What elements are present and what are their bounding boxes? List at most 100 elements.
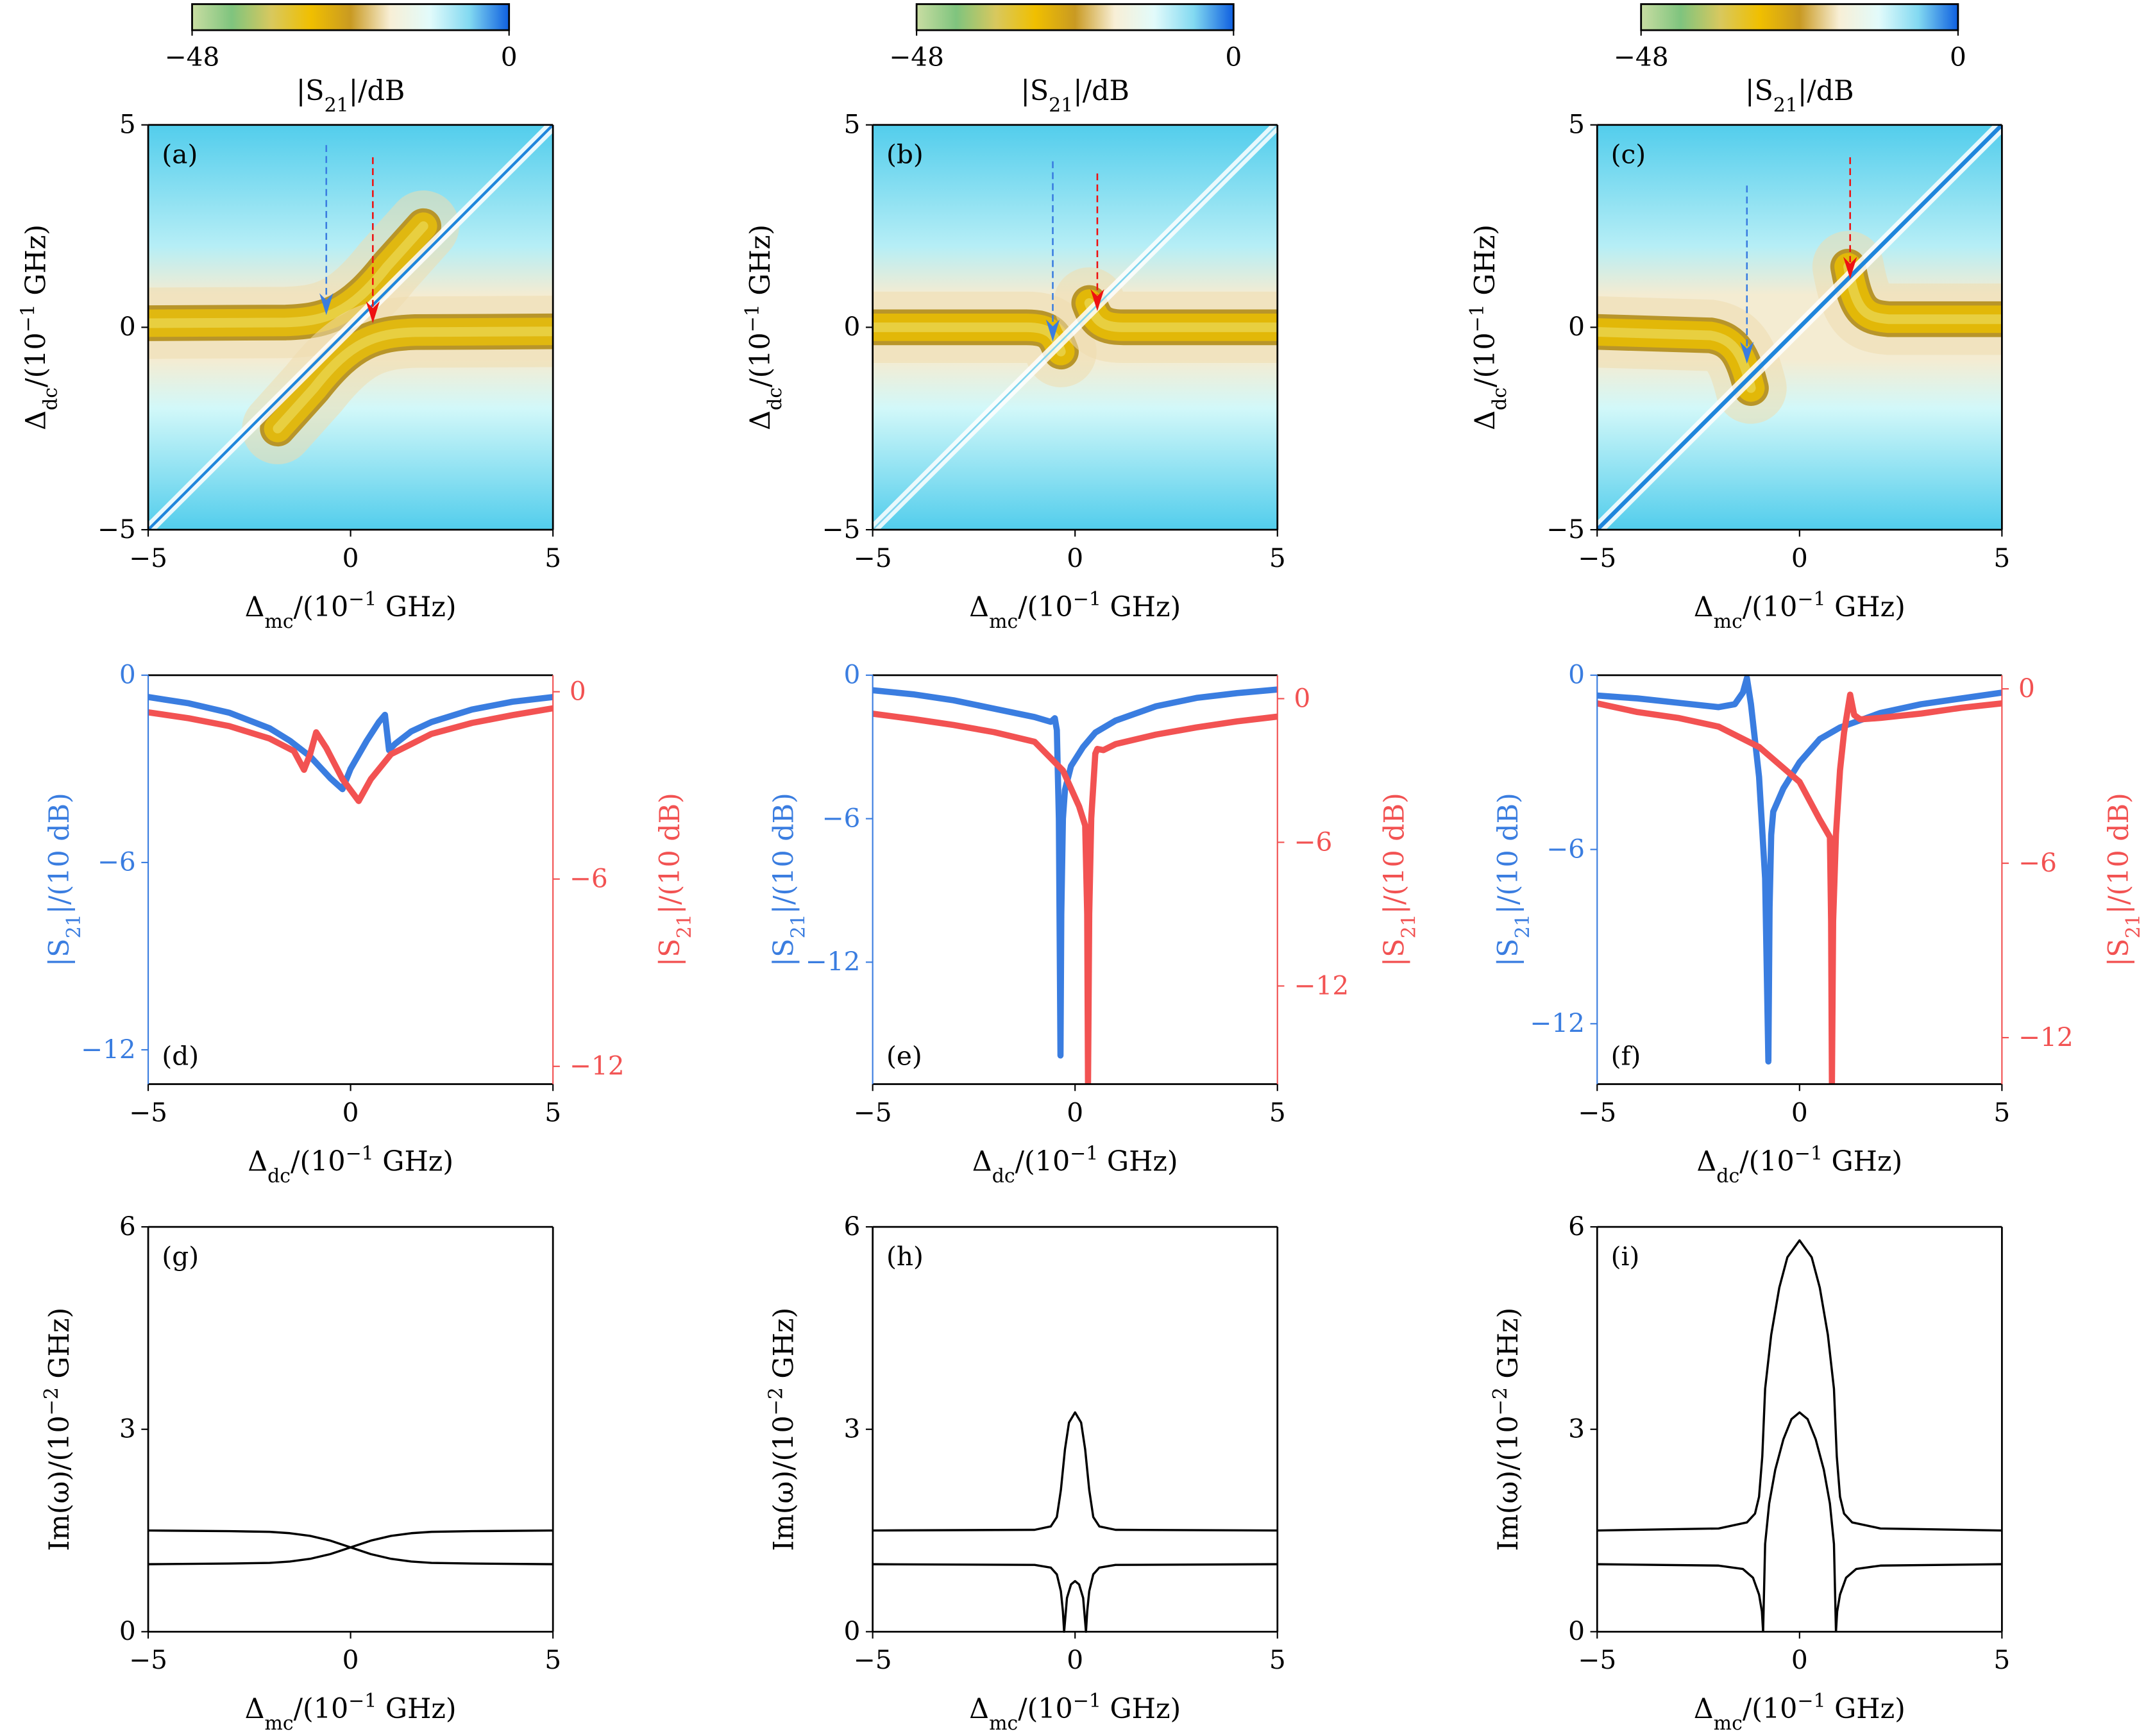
colorbar: −48 0 |S21|/dB — [165, 3, 518, 117]
y-axis-label-right: |S21|/(10 dB) — [2103, 793, 2144, 966]
x-tick-label: 5 — [545, 1644, 561, 1675]
series-line — [872, 1411, 1278, 1532]
y-axis-label: Im(ω)/(10−2 GHz) — [40, 1308, 75, 1551]
series-line-left — [148, 694, 553, 793]
y-tick-label-right: −6 — [2018, 847, 2057, 878]
y-tick-label-right: −6 — [570, 863, 608, 894]
colorbar-scale — [191, 3, 511, 31]
panel-label: (i) — [1611, 1241, 1640, 1272]
x-tick-label: 5 — [1269, 1097, 1286, 1127]
series-line-left — [872, 686, 1278, 1059]
series-line-right — [872, 711, 1278, 1084]
series-line — [872, 1563, 1278, 1633]
y-tick-label: 6 — [1568, 1211, 1585, 1242]
x-tick-label: −5 — [854, 1644, 892, 1675]
x-tick-label: −5 — [1578, 1097, 1616, 1127]
diagonal-resonance — [148, 124, 553, 530]
x-tick-label: 0 — [1067, 1097, 1083, 1127]
series-line — [1762, 1411, 1838, 1632]
colorbar: −48 0 |S21|/dB — [889, 3, 1242, 117]
series-line — [148, 1529, 553, 1565]
panel-label: (a) — [162, 139, 198, 170]
y-tick-label: 6 — [844, 1211, 861, 1242]
x-tick-label: 5 — [1993, 543, 2010, 573]
y-tick-label: 0 — [119, 311, 136, 342]
diagonal-resonance — [872, 124, 1278, 530]
arrow-head — [319, 293, 334, 316]
y-tick-label-right: −12 — [2018, 1022, 2074, 1052]
x-axis-label: Δmc/(10−1 GHz) — [1694, 1690, 1905, 1735]
arrow-head — [1090, 289, 1104, 312]
panel-label: (e) — [886, 1041, 922, 1072]
x-tick-label: 0 — [1067, 543, 1083, 573]
plot-area — [148, 694, 553, 804]
y-tick-label: 3 — [119, 1413, 136, 1444]
colorbar-max-label: 0 — [1950, 42, 1966, 72]
y-tick-label-right: 0 — [570, 675, 586, 706]
y-tick-label-left: 0 — [1568, 659, 1585, 690]
x-tick-label: −5 — [1578, 543, 1616, 573]
y-tick-label: 0 — [1568, 311, 1585, 342]
x-tick-label: 5 — [545, 543, 561, 573]
x-tick-label: 5 — [1993, 1097, 2010, 1127]
y-tick-label: 5 — [1568, 109, 1585, 140]
x-tick-label: 0 — [1791, 543, 1808, 573]
x-axis-label: Δmc/(10−1 GHz) — [245, 1690, 457, 1735]
x-tick-label: 0 — [342, 543, 359, 573]
y-tick-label-left: −6 — [1546, 833, 1585, 864]
y-tick-label-left: −6 — [97, 847, 136, 877]
diagonal-resonance — [1597, 124, 2002, 530]
panel-label: (f) — [1611, 1041, 1641, 1072]
y-tick-label: 0 — [1568, 1615, 1585, 1646]
plot-area — [872, 686, 1278, 1084]
y-tick-label-left: −12 — [806, 946, 861, 977]
series-line — [1834, 1563, 2002, 1632]
y-tick-label-right: 0 — [2018, 673, 2035, 704]
panel-f: 0 −6 −12 0 −6 −12 −5 0 5 Δdc/(10−1 GHz) |S21|/(10 … — [1492, 659, 2145, 1187]
x-tick-label: −5 — [854, 543, 892, 573]
y-tick-label: 5 — [844, 109, 861, 140]
y-tick-label-left: −6 — [822, 802, 860, 833]
x-tick-label: −5 — [854, 1097, 892, 1127]
colorbar-min-label: −48 — [1614, 42, 1669, 72]
y-tick-label-right: −12 — [570, 1050, 625, 1081]
colorbar-label: |S21|/dB — [296, 75, 405, 117]
colorbar-max-label: 0 — [501, 42, 518, 72]
y-tick-label: 3 — [844, 1413, 861, 1444]
y-tick-label-left: 0 — [844, 659, 861, 690]
y-axis-label-left: |S21|/(10 dB) — [44, 793, 85, 966]
heatmap — [1597, 124, 2002, 530]
heatmap — [148, 124, 553, 530]
x-tick-label: 0 — [342, 1644, 359, 1675]
y-axis-label: Δdc/(10−1 GHz) — [17, 224, 62, 430]
x-tick-label: 0 — [1067, 1644, 1083, 1675]
x-axis-label: Δmc/(10−1 GHz) — [969, 1690, 1181, 1735]
y-axis-label: Im(ω)/(10−2 GHz) — [1489, 1308, 1525, 1551]
x-axis-label: Δdc/(10−1 GHz) — [1696, 1142, 1902, 1187]
colorbar-max-label: 0 — [1225, 42, 1242, 72]
panel-d: 0 −6 −12 0 −6 −12 −5 0 5 Δdc/(10−1 GHz) |S21|/(10 … — [44, 659, 696, 1187]
y-tick-label-right: −12 — [1294, 970, 1349, 1000]
x-tick-label: 5 — [1269, 543, 1286, 573]
x-tick-label: 0 — [342, 1097, 359, 1127]
panel-a: −5 0 5 −5 0 5 Δmc/(10−1 GHz) Δdc/(10−1 GHz) (a) — [17, 109, 561, 633]
arrow — [1090, 173, 1104, 312]
colorbar: −48 0 |S21|/dB — [1614, 3, 1966, 117]
y-tick-label: 0 — [844, 311, 861, 342]
y-tick-label: −5 — [1546, 514, 1585, 544]
x-tick-label: −5 — [129, 1644, 167, 1675]
arrow-head — [1045, 319, 1060, 342]
y-tick-label-left: −12 — [1530, 1007, 1585, 1038]
y-axis-label-right: |S21|/(10 dB) — [654, 793, 695, 966]
panel-b: −5 0 5 −5 0 5 Δmc/(10−1 GHz) Δdc/(10−1 GHz) (b) — [741, 109, 1286, 633]
x-axis-label: Δmc/(10−1 GHz) — [1694, 587, 1905, 632]
colorbar-min-label: −48 — [889, 42, 944, 72]
heatmap — [872, 124, 1278, 530]
x-axis-label: Δmc/(10−1 GHz) — [245, 587, 457, 632]
y-axis-label: Im(ω)/(10−2 GHz) — [765, 1308, 800, 1551]
y-tick-label: 6 — [119, 1211, 136, 1242]
y-axis-label-left: |S21|/(10 dB) — [1492, 793, 1533, 966]
y-tick-label: 0 — [844, 1615, 861, 1646]
